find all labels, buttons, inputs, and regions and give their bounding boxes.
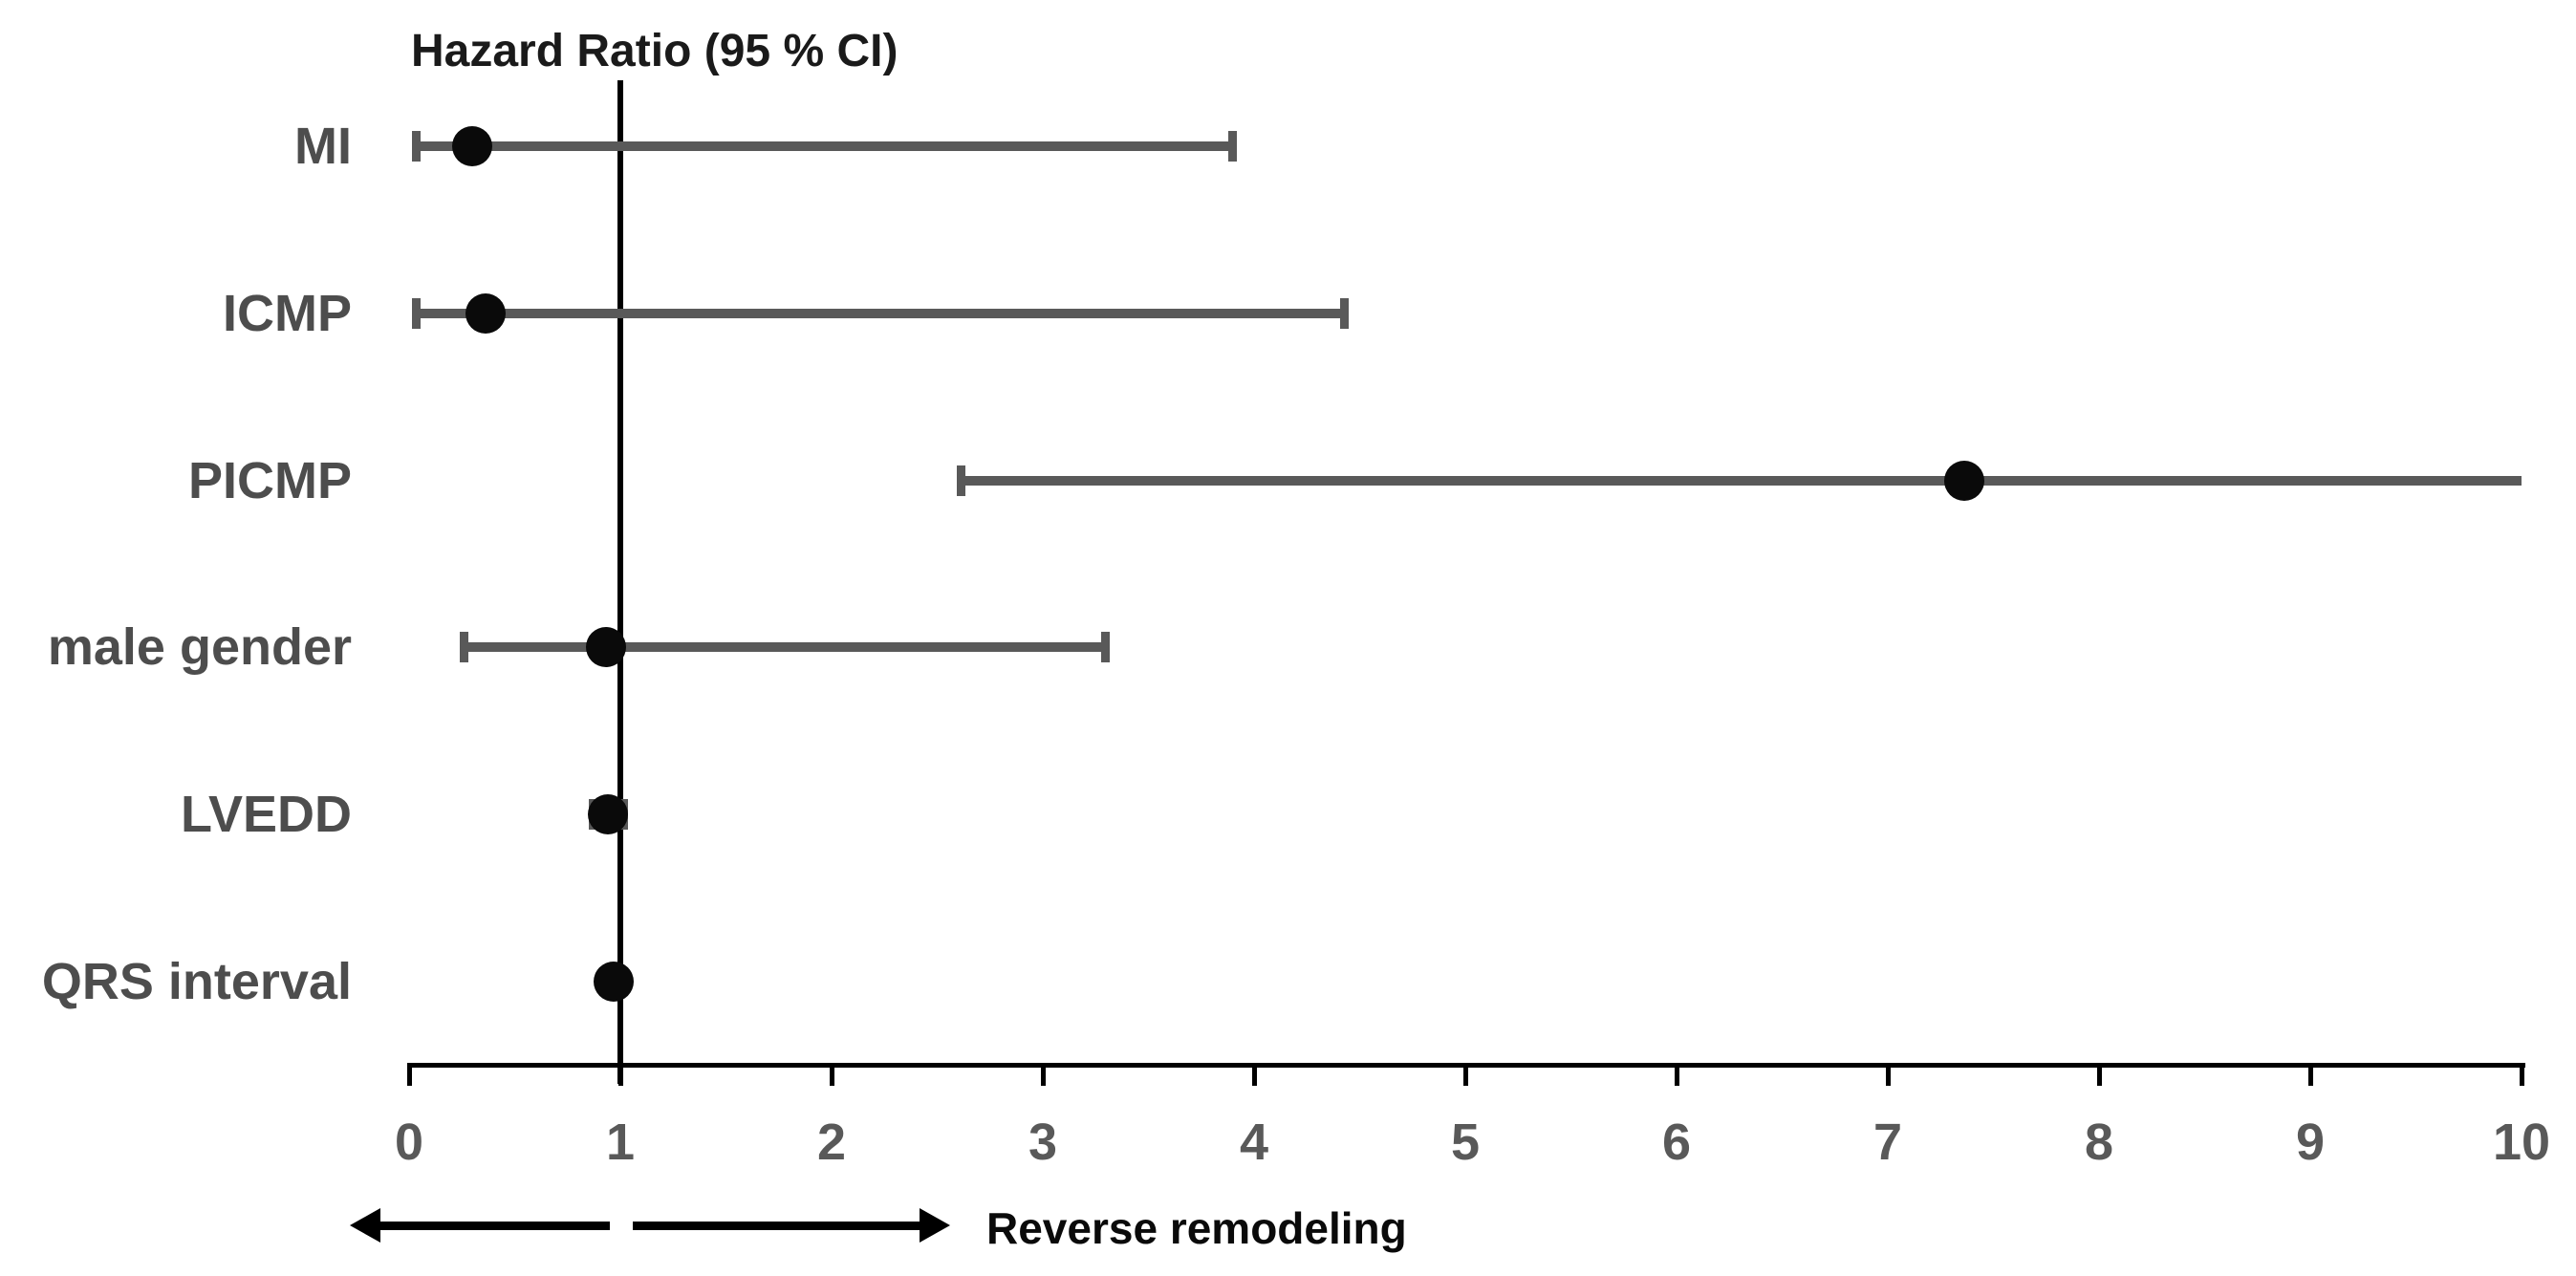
x-axis-tick <box>830 1063 834 1086</box>
ci-cap-left <box>411 131 421 162</box>
x-axis-tick <box>1041 1063 1046 1086</box>
x-axis-tick-label: 1 <box>605 1114 636 1171</box>
x-axis-tick-label: 2 <box>816 1114 847 1171</box>
ci-line <box>464 642 1107 652</box>
left-arrow-shaft <box>379 1222 610 1230</box>
x-axis-tick <box>2308 1063 2313 1086</box>
category-label: PICMP <box>187 452 352 509</box>
x-axis-tick <box>1886 1063 1891 1086</box>
x-axis-tick <box>2520 1063 2524 1086</box>
x-axis-tick-label: 0 <box>394 1114 424 1171</box>
x-axis-tick <box>1675 1063 1679 1086</box>
x-axis-tick-label: 6 <box>1661 1114 1692 1171</box>
x-axis-tick-label: 4 <box>1239 1114 1269 1171</box>
category-label: ICMP <box>223 285 352 342</box>
reference-line <box>617 80 623 1084</box>
x-axis-tick-label: 7 <box>1872 1114 1903 1171</box>
ci-cap-left <box>411 298 421 329</box>
point-estimate-dot <box>587 794 628 834</box>
left-arrow-icon <box>350 1208 380 1243</box>
annotation-label: Reverse remodeling <box>986 1203 1407 1253</box>
chart-title: Hazard Ratio (95 % CI) <box>411 26 898 76</box>
ci-line <box>415 141 1233 151</box>
point-estimate-dot <box>585 627 626 667</box>
point-estimate-dot <box>594 962 635 1002</box>
point-estimate-dot <box>465 293 506 334</box>
ci-cap-right <box>1101 632 1111 662</box>
category-label: MI <box>294 118 352 175</box>
x-axis-line <box>407 1063 2525 1068</box>
right-arrow-icon <box>920 1208 950 1243</box>
ci-line <box>415 309 1346 318</box>
ci-cap-right <box>1227 131 1237 162</box>
x-axis-tick-label: 10 <box>2492 1114 2551 1171</box>
x-axis-tick-label: 3 <box>1028 1114 1058 1171</box>
x-axis-tick <box>1252 1063 1257 1086</box>
x-axis-tick <box>2097 1063 2102 1086</box>
category-label: QRS interval <box>41 953 352 1010</box>
ci-cap-left <box>460 632 469 662</box>
x-axis-tick-label: 5 <box>1450 1114 1481 1171</box>
right-arrow-shaft <box>633 1222 920 1230</box>
x-axis-tick-label: 8 <box>2084 1114 2114 1171</box>
x-axis-tick-label: 9 <box>2295 1114 2326 1171</box>
ci-cap-right <box>1340 298 1350 329</box>
category-label: male gender <box>47 618 352 676</box>
point-estimate-dot <box>1943 461 1984 501</box>
x-axis-tick <box>1463 1063 1468 1086</box>
x-axis-tick <box>407 1063 412 1086</box>
ci-cap-left <box>956 465 965 496</box>
category-label: LVEDD <box>180 786 352 843</box>
point-estimate-dot <box>452 126 493 166</box>
ci-line <box>960 476 2522 486</box>
